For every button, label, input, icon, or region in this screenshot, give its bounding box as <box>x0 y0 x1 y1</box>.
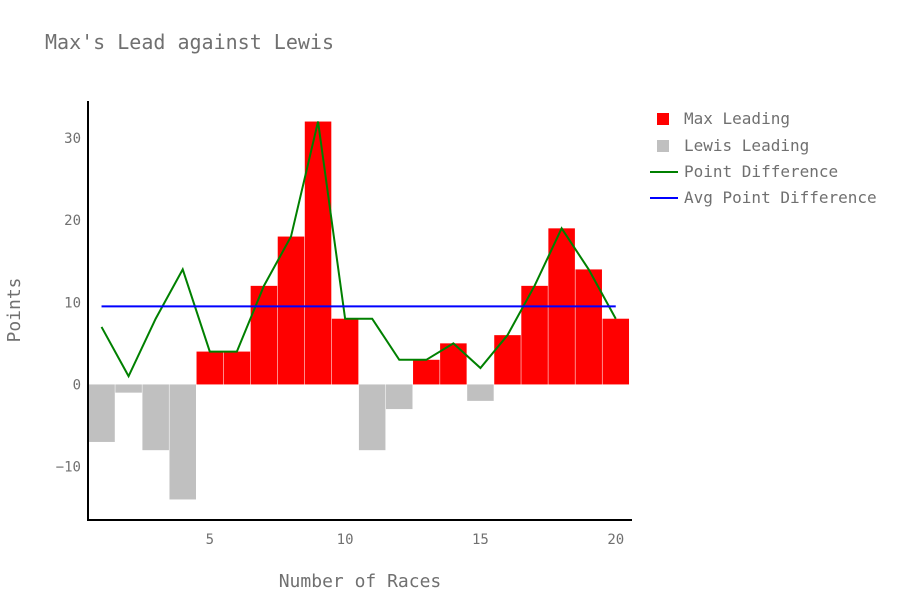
lewis-leading-bar[interactable] <box>467 384 494 401</box>
legend-item-max-leading[interactable]: Max Leading <box>657 109 790 128</box>
max-leading-bar[interactable] <box>575 269 602 385</box>
legend-item-lewis-leading[interactable]: Lewis Leading <box>657 136 809 155</box>
bars-layer <box>88 121 630 500</box>
x-axis-title: Number of Races <box>279 571 442 592</box>
x-tick-label: 10 <box>337 532 354 548</box>
lewis-leading-bar[interactable] <box>142 384 169 451</box>
max-leading-bar[interactable] <box>413 359 440 385</box>
max-leading-bar[interactable] <box>521 285 548 385</box>
chart-title: Max's Lead against Lewis <box>45 30 334 54</box>
legend-item-avg-point-difference[interactable]: Avg Point Difference <box>650 188 877 207</box>
x-tick-label: 5 <box>206 532 214 548</box>
y-tick-label: 0 <box>73 377 81 393</box>
lewis-leading-bar[interactable] <box>385 384 413 410</box>
lewis-leading-bar[interactable] <box>358 384 386 451</box>
y-axis-title: Points <box>4 277 25 342</box>
x-tick-label: 20 <box>607 532 624 548</box>
point-difference-line[interactable] <box>100 121 617 379</box>
x-ticks: 5 10 15 20 <box>206 532 625 548</box>
legend-label: Max Leading <box>684 109 790 128</box>
lewis-leading-bar[interactable] <box>169 384 196 500</box>
lewis-leading-bar[interactable] <box>88 384 115 442</box>
legend-item-point-difference[interactable]: Point Difference <box>650 162 838 181</box>
legend-label: Lewis Leading <box>684 136 809 155</box>
y-tick-label: 20 <box>64 213 81 229</box>
legend-swatch <box>657 113 669 125</box>
max-leading-bar[interactable] <box>602 318 630 385</box>
y-tick-label: −10 <box>56 460 81 476</box>
lewis-leading-bar[interactable] <box>115 384 142 393</box>
legend-label: Point Difference <box>684 162 838 181</box>
legend-swatch <box>657 140 669 152</box>
max-leading-bar[interactable] <box>277 236 305 385</box>
y-ticks: −10 0 10 20 30 <box>56 131 81 476</box>
max-leading-bar[interactable] <box>196 351 224 385</box>
legend[interactable]: Max Leading Lewis Leading Point Difference… <box>650 109 877 207</box>
max-leading-bar[interactable] <box>223 351 251 385</box>
max-leading-bar[interactable] <box>494 335 521 385</box>
max-leading-bar[interactable] <box>304 121 332 385</box>
y-tick-label: 10 <box>64 295 81 311</box>
max-leading-bar[interactable] <box>331 318 359 385</box>
max-leading-bar[interactable] <box>250 285 278 385</box>
x-tick-label: 15 <box>472 532 489 548</box>
y-tick-label: 30 <box>64 131 81 147</box>
legend-label: Avg Point Difference <box>684 188 877 207</box>
lines-layer <box>100 121 617 379</box>
